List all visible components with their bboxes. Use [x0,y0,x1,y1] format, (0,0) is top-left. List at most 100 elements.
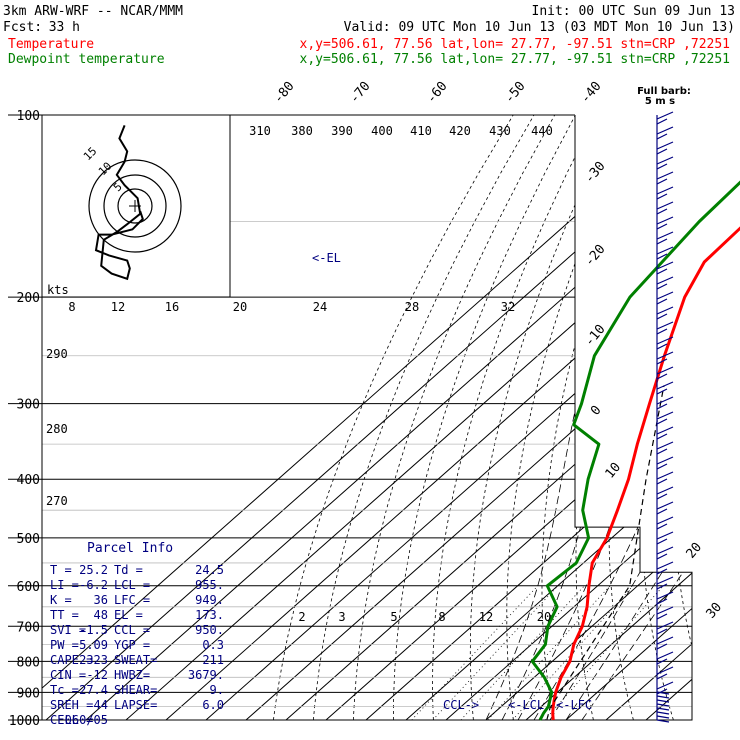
mixing-ratio-line [512,585,634,720]
hodo-speed-label: 20 [233,300,247,314]
moist-adiabat [549,297,692,720]
dry-adiabat [313,115,535,720]
parcel-info-cell: HWBZ= [114,668,150,682]
pressure-label: 400 [17,473,40,488]
hodo-ring [117,188,153,224]
barb-legend-units: 5 m s [645,96,675,107]
wind-barb [656,688,668,695]
parcel-info-cell: 0.3 [202,638,224,652]
hodo-speed-label: 28 [405,300,419,314]
parcel-info-cell: 25.2 [79,563,108,577]
wind-barb [656,523,668,530]
dry-adiabat [731,115,740,720]
el-marker: <-EL [312,251,341,265]
parcel-info-cell: T = [50,563,72,577]
wind-barb [656,291,674,300]
dry-adiabat [506,115,638,720]
parcel-info-cell: 949. [195,593,224,607]
isotherm-line [365,115,692,720]
wind-barb [656,636,674,645]
hodograph-trace [94,125,144,281]
mixing-ratio-line [432,585,559,720]
parcel-info-cell: 955. [195,578,224,592]
parcel-info-title: Parcel Info [87,541,173,556]
wind-barb [656,403,668,410]
wind-barb [656,111,674,120]
init-time: Init: 00 UTC Sun 09 Jun 13 [532,4,736,19]
wind-barb [656,163,668,170]
isotherm-label: -80 [271,79,298,107]
dewpoint-trace [530,180,740,721]
wind-barb [656,313,668,320]
parcel-info-cell: 173. [195,608,224,622]
parcel-info-cell: EL = [114,608,143,622]
wind-barb [656,643,668,650]
wind-barb [656,471,674,480]
hodo-units-label: kts [47,283,69,297]
parcel-info-cell: CCL = [114,623,150,637]
parcel-info-cell: 44 [94,698,108,712]
isotherm-label: 0 [588,403,605,419]
wind-barb [656,208,668,215]
isotherm-label: 10 [603,460,625,482]
parcel-info-cell: LFC = [114,593,150,607]
mixing-ratio-label: 12 [479,610,493,624]
parcel-info-cell: 24.5 [195,563,224,577]
wind-barb [656,171,674,180]
wind-barb [656,666,674,675]
wind-barb [656,715,670,719]
wind-barb [656,568,668,575]
wind-barb [656,695,670,699]
wind-barb [656,186,674,195]
isotherm-label: 30 [704,600,726,622]
wind-barb [656,141,674,150]
pressure-label: 300 [17,398,40,413]
wind-barb [656,673,668,680]
wind-barb [656,691,670,695]
wind-barb-column [656,111,674,723]
theta-label: 400 [371,124,393,138]
isotherm-label: -60 [424,79,451,107]
theta-label: 430 [489,124,511,138]
parcel-info-cell: 5.09 [79,638,108,652]
parcel-info-cell: 950. [195,623,224,637]
parcel-info-cell: SHEAR= [114,683,157,697]
hodo-speed-label: 8 [68,300,75,314]
wind-barb [656,553,668,560]
wind-barb [656,516,674,525]
wind-barb [656,193,668,200]
wind-barb [656,591,674,600]
wind-barb [656,246,674,255]
isotherm-label: -70 [347,79,374,107]
theta-label: 440 [531,124,553,138]
pressure-label: 600 [17,580,40,595]
parcel-info-cell: SWEAT= [114,653,157,667]
pressure-label: 200 [17,291,40,306]
parcel-info-cell: LI = [50,578,79,592]
wind-barb [656,396,674,405]
dewpoint-legend: Dewpoint temperature [8,52,165,67]
theta-label: 270 [46,494,68,508]
wind-barb [656,463,668,470]
temperature-trace [551,226,740,721]
wind-barb [656,486,674,495]
hodo-speed-label: 12 [111,300,125,314]
isotherm-label: -40 [578,79,605,107]
moist-adiabat [533,297,692,720]
dry-adiabat [353,115,556,720]
wind-barb [656,583,668,590]
wind-barb [656,538,668,545]
parcel-info-cell: CIN = [50,668,86,682]
fcst-label: Fcst: [3,20,42,35]
pressure-label: 900 [17,686,40,701]
isotherm-line [125,115,692,720]
wind-barb [656,658,668,665]
isotherm-line [165,115,692,720]
wind-barb [656,238,668,245]
mixing-ratio-line [460,585,585,720]
parcel-info-cell: CAPE = [50,653,93,667]
wind-barb [656,719,670,723]
parcel-info-box: Parcel Info T = 25.2 Td = 24.5 LI = -6.2 LCL =… [50,541,224,727]
parcel-info-cell: PW = [50,638,79,652]
parcel-info-cell: -1.5 [79,623,108,637]
